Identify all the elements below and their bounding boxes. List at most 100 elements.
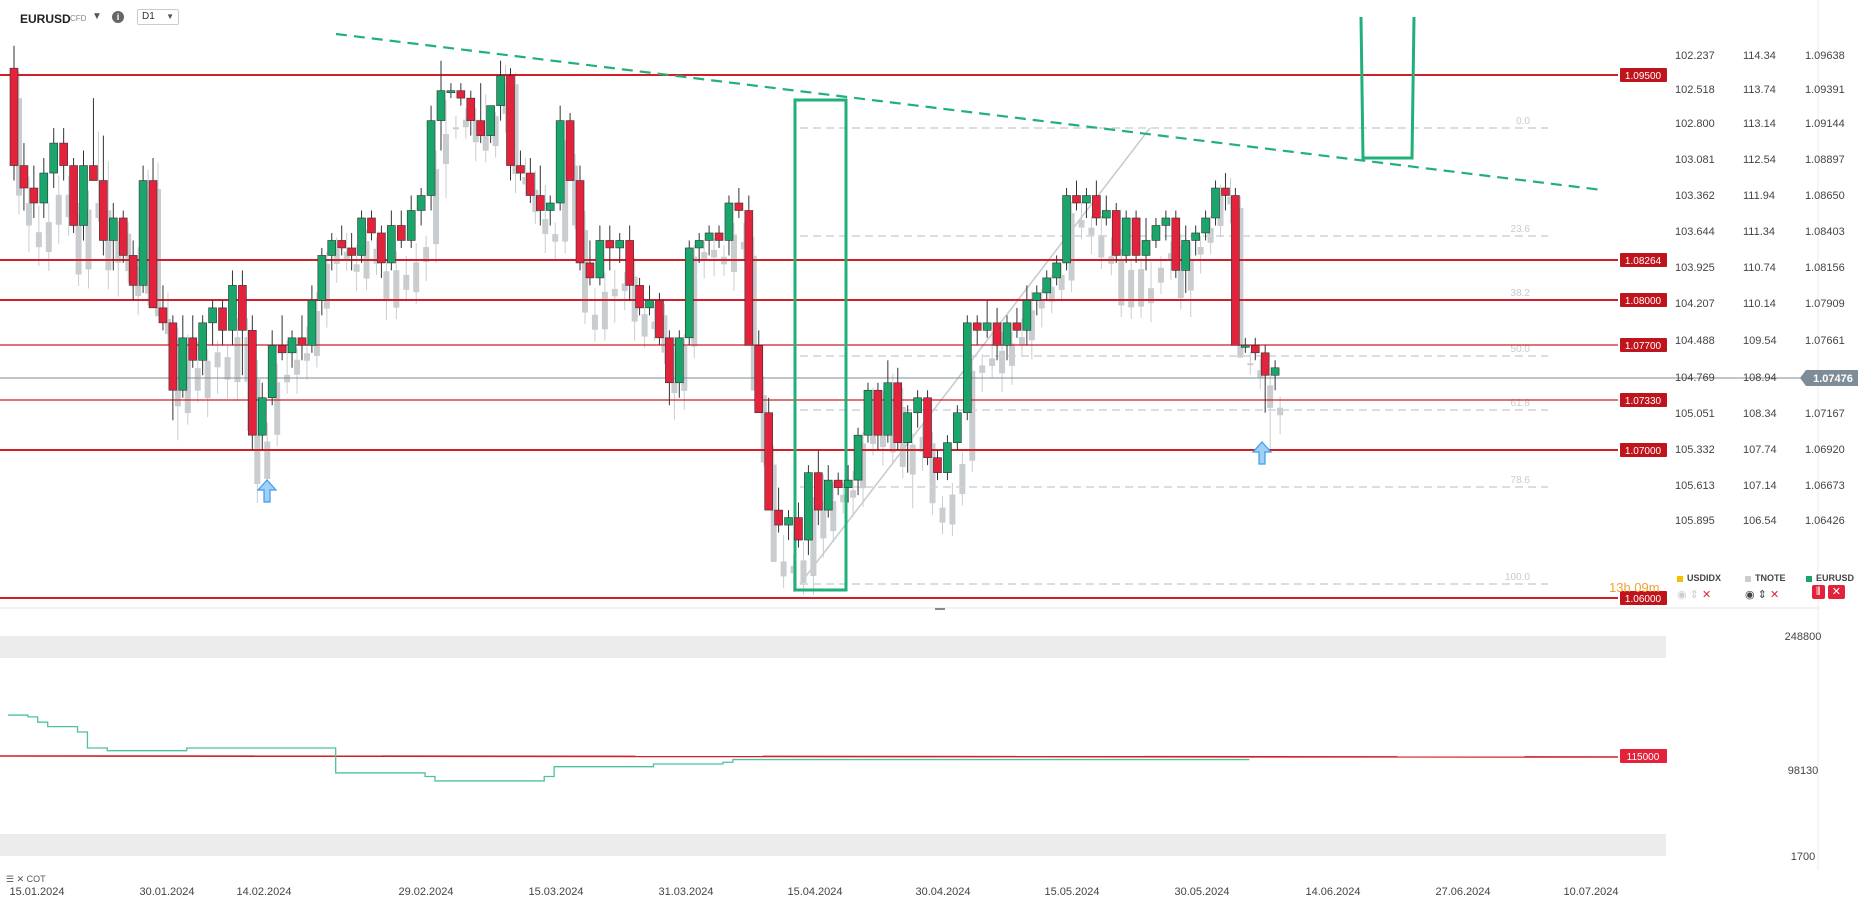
bull-candle[interactable] <box>257 397 267 436</box>
legend-eurusd[interactable]: EURUSD <box>1806 573 1854 583</box>
eye-icon[interactable]: ◉ <box>1745 589 1755 601</box>
symbol-name[interactable]: EURUSD <box>20 12 71 26</box>
bear-candle[interactable] <box>1231 195 1240 346</box>
bull-candle[interactable] <box>595 240 605 279</box>
bull-candle[interactable] <box>1121 217 1131 256</box>
bear-candle[interactable] <box>764 412 773 511</box>
bear-candle[interactable] <box>535 195 545 211</box>
close-icon[interactable]: ✕ <box>16 874 25 884</box>
bear-candle[interactable] <box>774 509 783 526</box>
bear-candle[interactable] <box>506 75 515 166</box>
bull-candle[interactable] <box>913 397 922 414</box>
bear-candle[interactable] <box>29 187 39 204</box>
bear-candle[interactable] <box>665 337 674 384</box>
bull-candle[interactable] <box>853 434 863 481</box>
bull-candle[interactable] <box>109 217 118 241</box>
bull-candle[interactable] <box>1002 322 1012 346</box>
bull-candle[interactable] <box>943 442 952 473</box>
bull-candle[interactable] <box>1052 262 1061 279</box>
bull-candle[interactable] <box>317 255 327 301</box>
bull-candle[interactable] <box>327 240 337 256</box>
bear-candle[interactable] <box>655 300 664 339</box>
bear-candle[interactable] <box>218 307 227 331</box>
bull-candle[interactable] <box>138 180 148 286</box>
bull-candle[interactable] <box>684 247 694 339</box>
chevron-down-icon[interactable]: ▼ <box>92 11 102 22</box>
bull-candle[interactable] <box>446 90 456 93</box>
bull-candle[interactable] <box>615 240 625 249</box>
bear-candle[interactable] <box>456 90 466 99</box>
bear-candle[interactable] <box>1250 345 1260 354</box>
bull-candle[interactable] <box>694 240 704 249</box>
bear-candle[interactable] <box>1092 195 1101 219</box>
bear-candle[interactable] <box>605 240 615 249</box>
bull-candle[interactable] <box>49 142 59 174</box>
bear-candle[interactable] <box>347 247 356 256</box>
target-rectangle[interactable] <box>1359 16 1416 160</box>
bull-candle[interactable] <box>307 300 317 346</box>
bull-candle[interactable] <box>1201 217 1210 234</box>
bear-candle[interactable] <box>1012 322 1022 331</box>
bull-candle[interactable] <box>645 300 654 309</box>
bull-candle[interactable] <box>1141 240 1151 256</box>
bull-candle[interactable] <box>863 389 873 436</box>
bear-candle[interactable] <box>1131 217 1141 256</box>
sort-icon[interactable]: ⇕ <box>1757 589 1767 601</box>
bear-candle[interactable] <box>794 517 803 541</box>
bear-candle[interactable] <box>1260 352 1270 376</box>
bear-candle[interactable] <box>396 225 406 241</box>
bull-candle[interactable] <box>555 120 565 204</box>
bear-candle[interactable] <box>833 479 843 488</box>
bull-candle[interactable] <box>198 322 207 361</box>
bear-candle[interactable] <box>89 165 98 181</box>
bull-candle[interactable] <box>1022 300 1032 331</box>
bear-candle[interactable] <box>923 397 932 458</box>
bear-candle[interactable] <box>297 337 307 346</box>
bear-candle[interactable] <box>69 165 78 226</box>
bull-candle[interactable] <box>953 412 962 443</box>
bull-candle[interactable] <box>962 322 972 414</box>
bear-candle[interactable] <box>128 255 138 286</box>
bear-candle[interactable] <box>238 285 247 331</box>
info-icon[interactable]: i <box>112 11 124 23</box>
bear-candle[interactable] <box>377 232 386 264</box>
sort-icon[interactable]: ⇕ <box>1689 589 1699 601</box>
timeframe-select[interactable]: D1 ▼ <box>137 9 179 25</box>
bull-candle[interactable] <box>1042 277 1052 294</box>
bull-candle[interactable] <box>823 479 833 511</box>
bear-candle[interactable] <box>893 382 903 443</box>
bull-candle[interactable] <box>1151 225 1161 241</box>
legend-tnote[interactable]: TNOTE <box>1745 573 1786 583</box>
trendline[interactable] <box>335 32 1603 192</box>
bull-candle[interactable] <box>287 337 297 354</box>
bull-candle[interactable] <box>545 202 555 211</box>
bear-candle[interactable] <box>933 457 942 473</box>
bull-candle[interactable] <box>496 75 505 106</box>
bull-candle[interactable] <box>178 337 188 391</box>
close-icon[interactable]: ✕ <box>1769 589 1780 601</box>
bear-candle[interactable] <box>59 142 68 166</box>
bull-candle[interactable] <box>1181 240 1191 271</box>
bear-candle[interactable] <box>367 217 376 234</box>
bull-candle[interactable] <box>883 382 893 436</box>
bull-candle[interactable] <box>1032 292 1042 301</box>
bear-candle[interactable] <box>734 202 744 211</box>
cot-level-line[interactable] <box>0 755 1619 758</box>
bear-candle[interactable] <box>19 165 29 189</box>
candle-type-icon[interactable]: ⫴ <box>1812 585 1825 599</box>
bull-candle[interactable] <box>675 337 684 384</box>
bear-candle[interactable] <box>625 240 634 286</box>
bear-candle[interactable] <box>168 322 178 391</box>
bull-candle[interactable] <box>724 202 734 241</box>
bear-candle[interactable] <box>526 172 535 196</box>
bear-candle[interactable] <box>972 322 982 331</box>
bear-candle[interactable] <box>575 180 585 264</box>
bear-candle[interactable] <box>337 240 346 249</box>
eye-icon[interactable]: ◉ <box>1677 589 1687 601</box>
bull-candle[interactable] <box>387 225 396 264</box>
bull-candle[interactable] <box>804 472 813 541</box>
bull-candle[interactable] <box>1211 187 1220 219</box>
range-rectangle[interactable] <box>793 98 848 592</box>
bear-candle[interactable] <box>466 97 476 121</box>
bull-candle[interactable] <box>843 479 853 488</box>
